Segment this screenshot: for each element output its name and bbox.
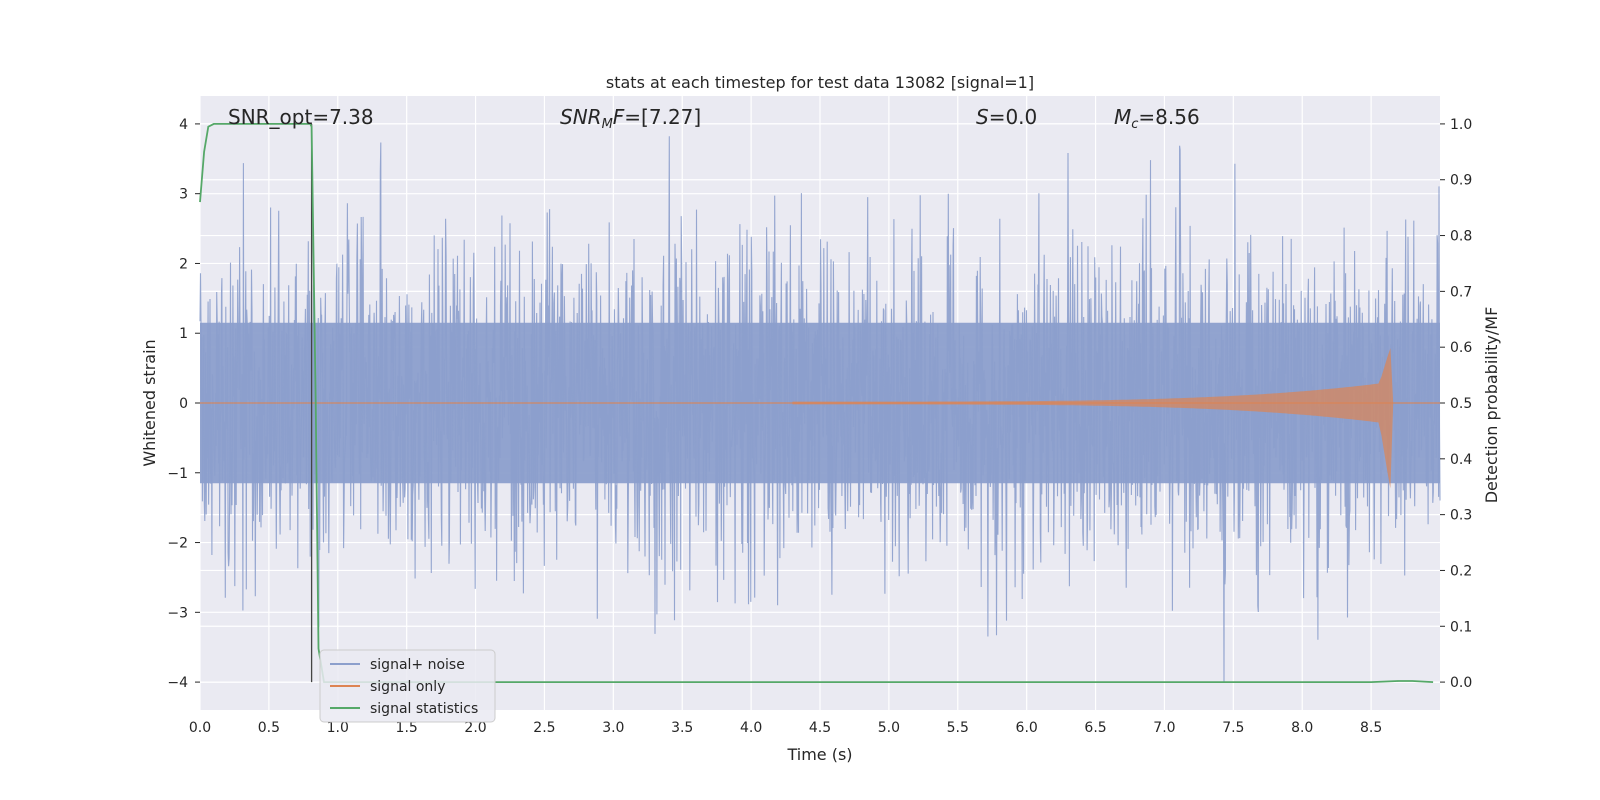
- y-tick-label: −2: [167, 536, 188, 552]
- x-tick-label: 4.0: [740, 720, 762, 736]
- x-tick-label: 1.5: [396, 720, 418, 736]
- y-right-tick-label: 0.3: [1450, 508, 1472, 524]
- y-axis-label: Whitened strain: [140, 339, 159, 466]
- x-tick-label: 4.5: [809, 720, 831, 736]
- y-right-tick-label: 0.5: [1450, 396, 1472, 412]
- y-right-tick-label: 0.1: [1450, 619, 1472, 635]
- y-tick-label: 4: [179, 117, 188, 133]
- x-tick-label: 2.5: [533, 720, 555, 736]
- y-ticks-right: 0.0 0.1 0.2 0.3 0.4 0.5 0.6 0.7 0.8 0.9 1.0: [1440, 117, 1472, 691]
- y-right-tick-label: 0.6: [1450, 340, 1472, 356]
- x-tick-label: 8.5: [1360, 720, 1382, 736]
- y-axis-label-right: Detection probability/MF: [1482, 307, 1501, 504]
- y-tick-label: −1: [167, 466, 188, 482]
- y-right-tick-label: 0.0: [1450, 675, 1472, 691]
- series-signal-only: [200, 348, 1440, 489]
- y-tick-label: 2: [179, 256, 188, 272]
- x-tick-label: 6.0: [1016, 720, 1038, 736]
- x-tick-label: 3.0: [602, 720, 624, 736]
- chart-title: stats at each timestep for test data 130…: [606, 73, 1034, 92]
- x-tick-label: 7.0: [1153, 720, 1175, 736]
- y-right-tick-label: 0.9: [1450, 173, 1472, 189]
- legend-label-statistics: signal statistics: [370, 701, 478, 717]
- x-tick-label: 0.0: [189, 720, 211, 736]
- y-tick-label: −4: [167, 675, 188, 691]
- annotation-snr-mf: SNRMF=[7.27]: [560, 105, 701, 132]
- x-ticks: 0.0 0.5 1.0 1.5 2.0 2.5 3.0 3.5 4.0 4.5 5.0 5.5 6.0 6…: [189, 720, 1382, 736]
- annotation-mc: Mc=8.56: [1114, 105, 1200, 132]
- x-tick-label: 2.0: [464, 720, 486, 736]
- annotation-s: S=0.0: [976, 105, 1037, 129]
- annotation-snr-opt: SNR_opt=7.38: [228, 105, 374, 129]
- legend-label-noise: signal+ noise: [370, 657, 465, 673]
- x-tick-label: 7.5: [1222, 720, 1244, 736]
- y-tick-label: 0: [179, 396, 188, 412]
- y-tick-label: 3: [179, 187, 188, 203]
- y-right-tick-label: 1.0: [1450, 117, 1472, 133]
- x-tick-label: 8.0: [1291, 720, 1313, 736]
- y-tick-label: 1: [179, 326, 188, 342]
- x-tick-label: 5.0: [878, 720, 900, 736]
- y-right-tick-label: 0.2: [1450, 563, 1472, 579]
- x-tick-label: 0.5: [258, 720, 280, 736]
- x-axis-label: Time (s): [786, 745, 852, 764]
- x-tick-label: 3.5: [671, 720, 693, 736]
- legend-box: [319, 649, 496, 723]
- y-tick-label: −3: [167, 605, 188, 621]
- legend-label-signal: signal only: [370, 679, 445, 695]
- x-tick-label: 1.0: [327, 720, 349, 736]
- y-ticks-left: −4 −3 −2 −1 0 1 2 3 4: [167, 117, 200, 691]
- y-right-tick-label: 0.8: [1450, 229, 1472, 245]
- y-right-tick-label: 0.7: [1450, 284, 1472, 300]
- y-right-tick-label: 0.4: [1450, 452, 1472, 468]
- x-tick-label: 6.5: [1084, 720, 1106, 736]
- legend: signal+ noise signal only signal statist…: [319, 649, 496, 723]
- x-tick-label: 5.5: [947, 720, 969, 736]
